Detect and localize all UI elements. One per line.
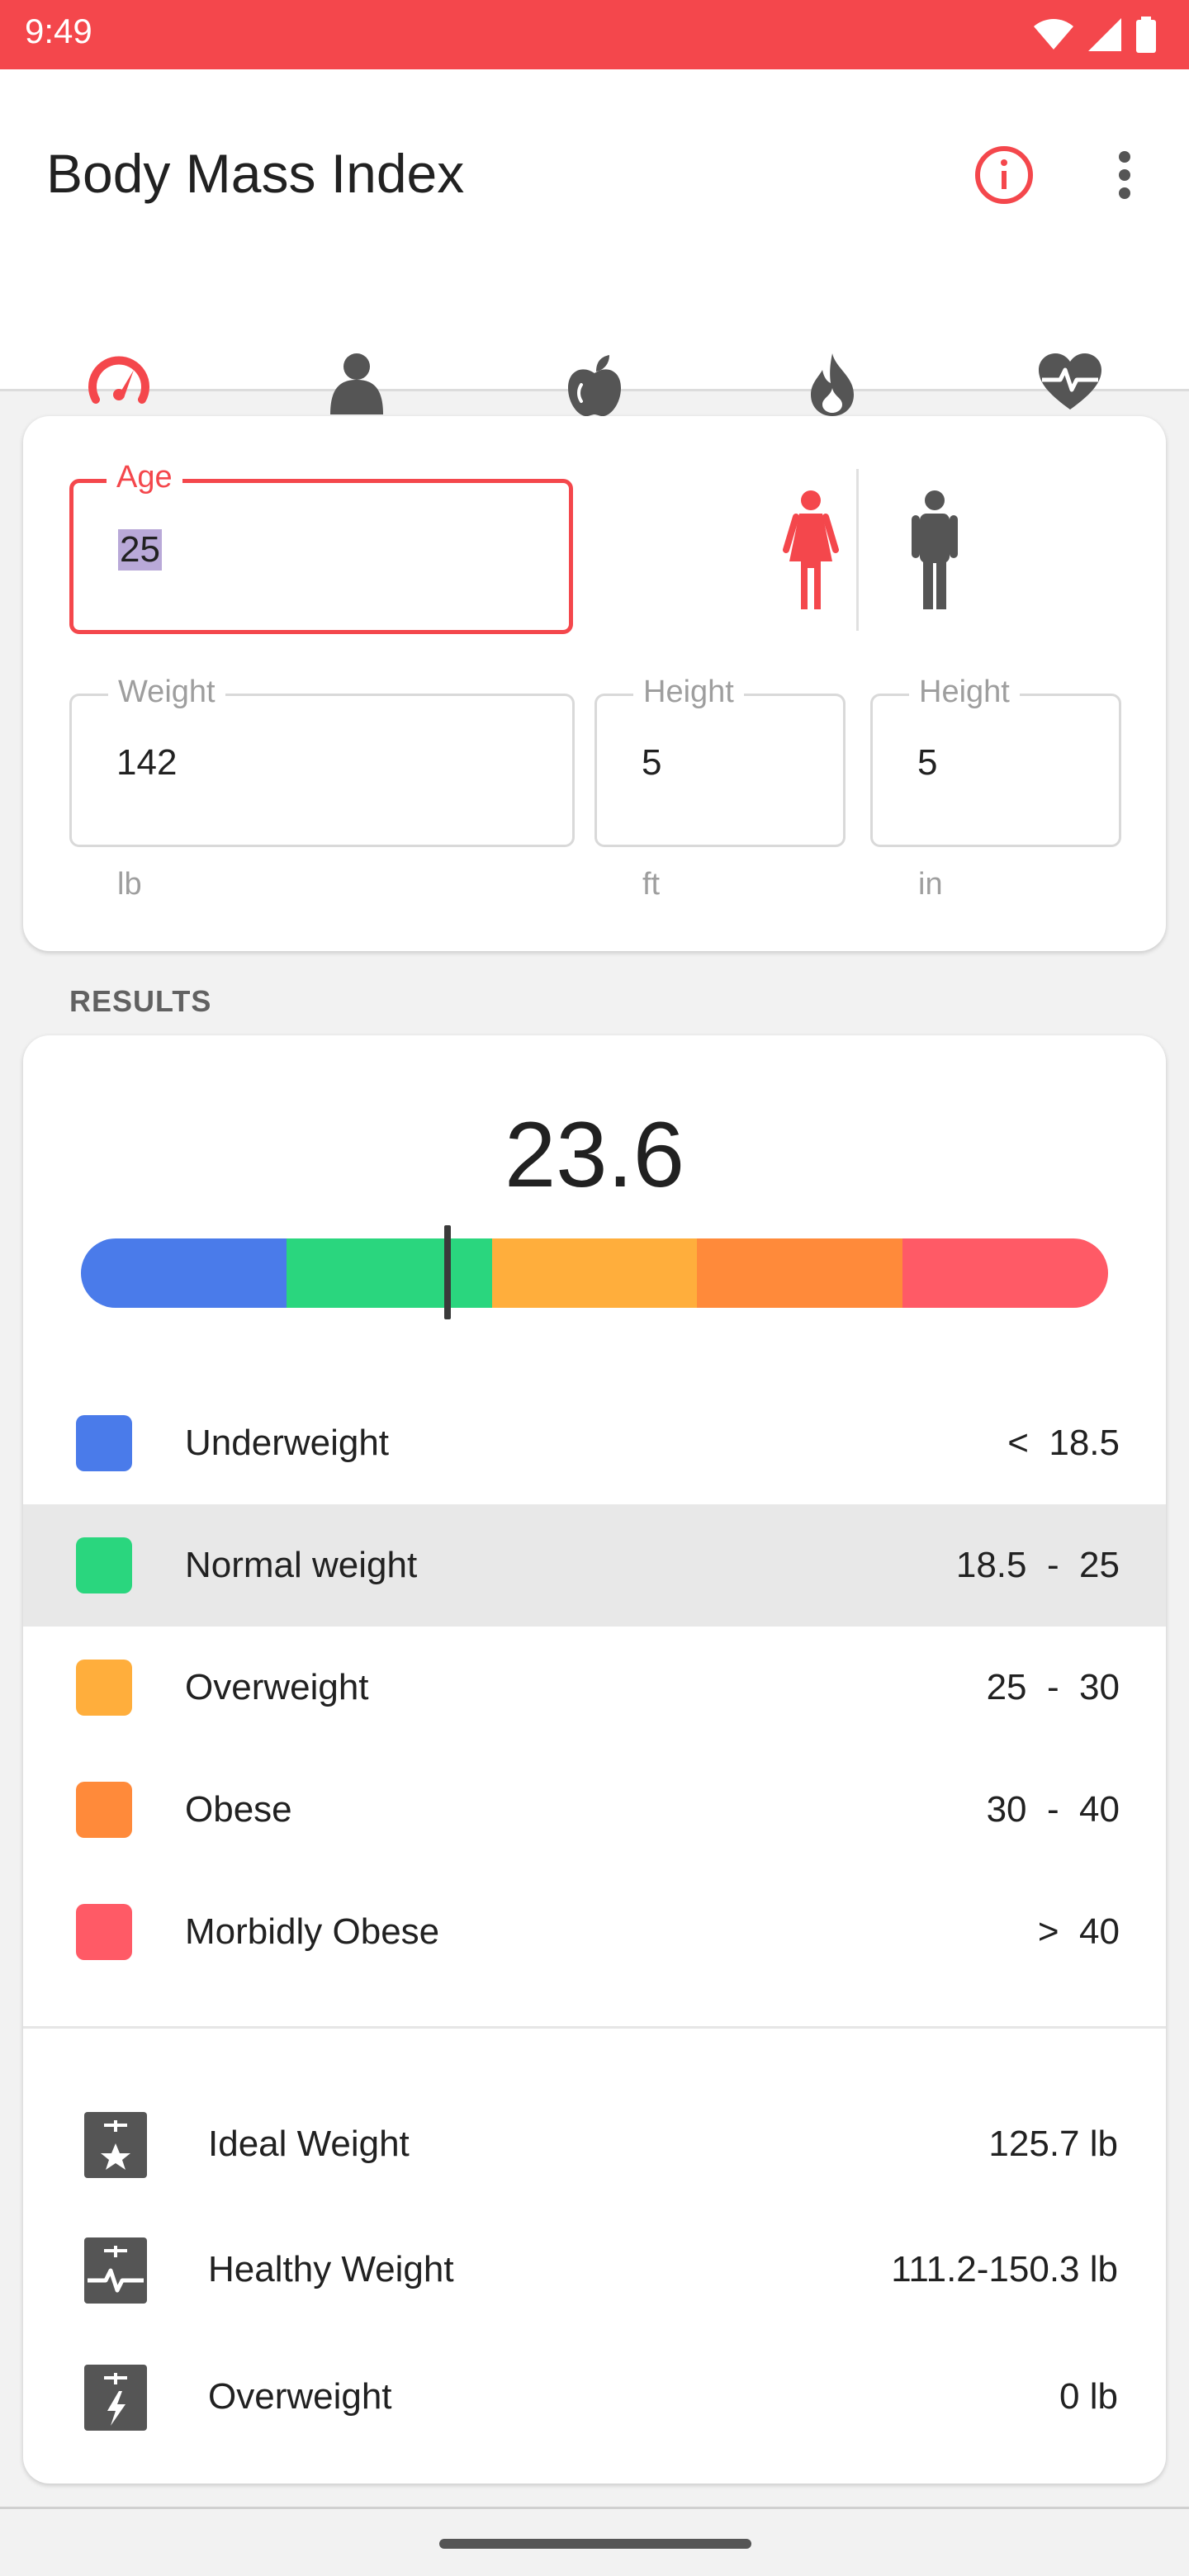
- status-bar: 9:49: [0, 0, 1189, 69]
- ideal-weight-row: Ideal Weight 125.7 lb: [23, 2102, 1166, 2185]
- bmi-scale-segment: [491, 1238, 698, 1308]
- flame-icon: [811, 353, 854, 416]
- scale-pulse-icon: [83, 2236, 149, 2305]
- overweight-row: Overweight 0 lb: [23, 2355, 1166, 2437]
- height-inches-value[interactable]: 5: [917, 742, 938, 783]
- female-icon: [783, 490, 839, 609]
- weight-unit: lb: [117, 867, 142, 902]
- results-divider: [23, 2026, 1166, 2029]
- category-swatch: [76, 1660, 132, 1716]
- height-feet-unit: ft: [642, 867, 661, 902]
- more-options-button[interactable]: [1098, 142, 1151, 208]
- battery-icon: [1136, 17, 1156, 53]
- tab-calories[interactable]: [713, 261, 951, 461]
- healthy-weight-label: Healthy Weight: [208, 2249, 454, 2290]
- apple-icon: [568, 355, 621, 417]
- category-row: Normal weight 18.5 - 25: [23, 1504, 1166, 1627]
- heartbeat-icon: [1039, 353, 1101, 410]
- category-range: < 18.5: [1007, 1423, 1120, 1463]
- speedometer-icon: [88, 356, 149, 404]
- gender-divider: [856, 469, 859, 631]
- gender-female-button[interactable]: [778, 489, 844, 613]
- category-row: Obese 30 - 40: [23, 1749, 1166, 1871]
- category-range: > 40: [1037, 1911, 1120, 1952]
- category-name: Obese: [185, 1789, 292, 1830]
- weight-field[interactable]: Weight 142: [69, 675, 575, 847]
- healthy-weight-row: Healthy Weight 111.2-150.3 lb: [23, 2228, 1166, 2310]
- height-inches-label: Height: [909, 675, 1020, 710]
- height-inches-unit: in: [918, 867, 943, 902]
- signal-icon: [1088, 18, 1121, 51]
- status-icons: [1034, 15, 1156, 54]
- height-inches-field[interactable]: Height 5: [870, 675, 1121, 847]
- input-card: Age 25 Weight 142 lb Height 5 ft Height …: [23, 416, 1166, 951]
- info-icon: [975, 146, 1033, 204]
- male-icon: [912, 490, 958, 609]
- weight-value[interactable]: 142: [116, 742, 178, 783]
- healthy-weight-value: 111.2-150.3 lb: [891, 2249, 1118, 2290]
- category-list: Underweight < 18.5 Normal weight 18.5 - 25 O…: [23, 1382, 1166, 1993]
- category-row: Underweight < 18.5: [23, 1382, 1166, 1504]
- overweight-value: 0 lb: [1059, 2376, 1118, 2417]
- tab-bmi[interactable]: [0, 261, 238, 461]
- bmi-scale-segment: [902, 1238, 1108, 1308]
- category-name: Underweight: [185, 1423, 390, 1463]
- bmi-scale-bar: [81, 1238, 1108, 1308]
- page-title: Body Mass Index: [46, 143, 465, 204]
- tab-heart[interactable]: [951, 261, 1189, 461]
- category-range: 30 - 40: [986, 1789, 1120, 1830]
- height-feet-value[interactable]: 5: [642, 742, 662, 783]
- overweight-label: Overweight: [208, 2376, 392, 2417]
- category-name: Overweight: [185, 1667, 369, 1707]
- height-feet-field[interactable]: Height 5: [594, 675, 846, 847]
- ideal-weight-label: Ideal Weight: [208, 2124, 410, 2164]
- info-button[interactable]: [971, 142, 1037, 208]
- category-name: Normal weight: [185, 1545, 418, 1585]
- wifi-icon: [1034, 19, 1073, 50]
- bmi-marker: [444, 1225, 451, 1319]
- more-vertical-icon: [1119, 151, 1130, 199]
- app-bar: Body Mass Index: [0, 69, 1189, 586]
- system-nav-bar: [0, 2507, 1189, 2576]
- age-label: Age: [107, 460, 182, 495]
- ideal-weight-value: 125.7 lb: [988, 2124, 1118, 2164]
- weight-label: Weight: [108, 675, 225, 710]
- bmi-scale-segment: [81, 1238, 287, 1308]
- category-row: Morbidly Obese > 40: [23, 1871, 1166, 1993]
- bmi-value: 23.6: [504, 1103, 685, 1206]
- age-field[interactable]: Age 25: [69, 460, 573, 634]
- results-card: 23.6 Underweight < 18.5 Normal weight 18.5 …: [23, 1035, 1166, 2484]
- height-feet-label: Height: [633, 675, 744, 710]
- gender-male-button[interactable]: [902, 489, 968, 613]
- home-gesture-handle[interactable]: [439, 2539, 751, 2549]
- category-range: 18.5 - 25: [955, 1545, 1120, 1585]
- tab-nutrition[interactable]: [476, 261, 713, 461]
- category-swatch: [76, 1782, 132, 1838]
- category-swatch: [76, 1415, 132, 1471]
- body-icon: [330, 353, 383, 414]
- scale-bolt-icon: [83, 2363, 149, 2432]
- category-row: Overweight 25 - 30: [23, 1627, 1166, 1749]
- age-value[interactable]: 25: [118, 529, 162, 571]
- category-swatch: [76, 1904, 132, 1960]
- bmi-scale-segment: [286, 1238, 492, 1308]
- bmi-scale-segment: [697, 1238, 903, 1308]
- scale-star-icon: [83, 2110, 149, 2180]
- category-range: 25 - 30: [986, 1667, 1120, 1707]
- tab-body-fat[interactable]: [238, 261, 476, 461]
- results-section-label: RESULTS: [69, 984, 212, 1018]
- status-time: 9:49: [25, 12, 92, 50]
- category-swatch: [76, 1537, 132, 1593]
- category-name: Morbidly Obese: [185, 1911, 440, 1952]
